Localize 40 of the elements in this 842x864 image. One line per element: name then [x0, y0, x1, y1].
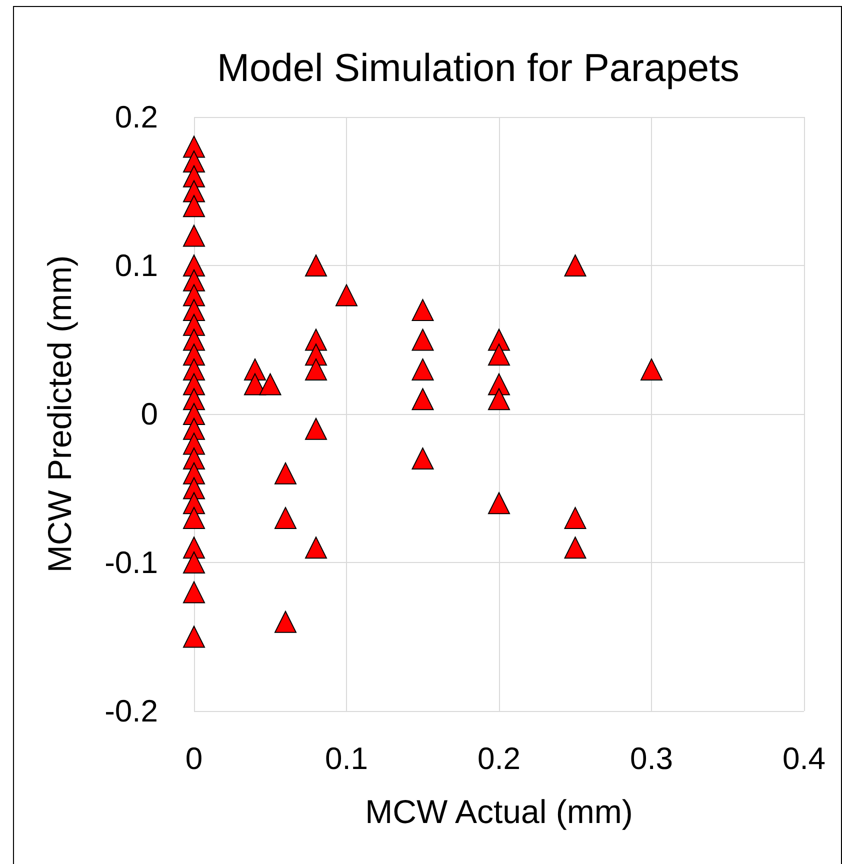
point: [183, 224, 205, 247]
point: [305, 254, 327, 276]
x-tick-label: 0.1: [324, 741, 368, 776]
point: [183, 626, 205, 648]
y-tick-label: -0.1: [104, 545, 158, 580]
point: [412, 388, 434, 410]
point: [336, 284, 358, 306]
point: [564, 254, 586, 276]
y-axis-title: MCW Predicted (mm): [41, 255, 78, 573]
x-tick-label: 0.3: [630, 741, 674, 776]
point: [274, 462, 296, 484]
x-tick-label: 0.4: [782, 741, 826, 776]
y-tick-label: -0.2: [104, 694, 158, 728]
x-tick-label: 0: [185, 741, 203, 776]
point: [488, 388, 510, 410]
point: [412, 299, 434, 322]
point: [305, 418, 327, 440]
point: [488, 344, 510, 366]
chart-title: Model Simulation for Parapets: [217, 47, 740, 90]
point: [305, 536, 327, 559]
point: [412, 448, 434, 470]
point: [564, 506, 586, 529]
point: [412, 328, 434, 351]
point: [183, 506, 205, 529]
point: [305, 358, 327, 380]
point: [274, 506, 296, 529]
point: [274, 610, 296, 633]
point: [564, 536, 586, 559]
point: [640, 358, 662, 380]
point: [183, 581, 205, 604]
point: [412, 358, 434, 380]
point: [259, 373, 282, 396]
y-tick-label: 0.1: [114, 248, 158, 283]
x-axis-title: MCW Actual (mm): [365, 793, 633, 830]
x-tick-label: 0.2: [477, 741, 521, 776]
point: [183, 552, 205, 574]
point: [488, 492, 510, 514]
y-tick-label: 0: [140, 396, 158, 432]
point: [183, 195, 205, 218]
y-tick-label: 0.2: [114, 100, 158, 134]
